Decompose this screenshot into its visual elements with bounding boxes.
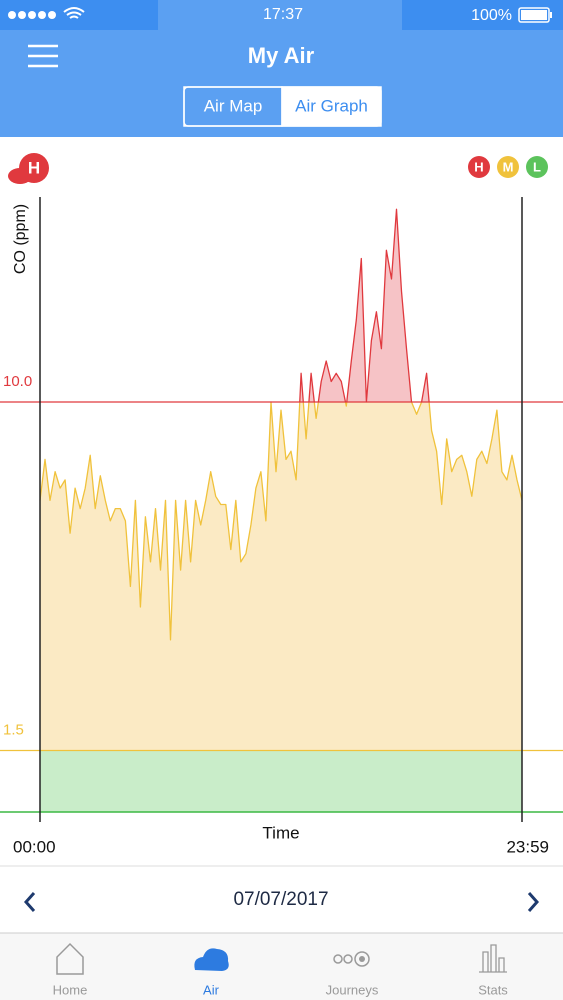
nav-item[interactable]: Air (194, 948, 229, 997)
y-axis-label: CO (ppm) (12, 204, 29, 274)
battery-icon (518, 7, 552, 23)
legend-label: L (533, 159, 541, 174)
legend-label: M (503, 159, 514, 174)
legend-badge (468, 156, 490, 178)
journey-dot (354, 951, 370, 967)
co-area (40, 402, 522, 751)
segment-tab-label: Air Map (204, 96, 263, 115)
stats-icon (479, 944, 507, 973)
page-title: My Air (248, 43, 315, 68)
nav-label: Stats (478, 982, 508, 997)
nav-item[interactable]: Home (53, 942, 88, 997)
nav-item[interactable]: Stats (478, 944, 508, 997)
nav-label: Journeys (326, 982, 379, 997)
nav-item[interactable]: Journeys (326, 951, 379, 997)
wifi-icon (63, 7, 85, 19)
legend-label: H (474, 159, 483, 174)
home-icon (56, 942, 84, 975)
journey-dot (359, 956, 365, 962)
tab-bar (0, 933, 563, 1000)
co-area (271, 209, 430, 402)
menu-button[interactable] (28, 44, 58, 68)
nav-label: Air (203, 982, 220, 997)
segment-border (183, 86, 382, 127)
status-time: 17:37 (263, 6, 303, 23)
co-area (40, 750, 522, 812)
next-day[interactable] (527, 892, 540, 912)
x-end-label: 23:59 (506, 837, 549, 856)
legend-badge (497, 156, 519, 178)
date-label: 07/07/2017 (233, 889, 328, 910)
level-badge (19, 153, 49, 183)
status-left (0, 0, 158, 30)
legend-badge (526, 156, 548, 178)
journey-dot (333, 954, 343, 964)
y-tick-label: 10.0 (3, 373, 32, 390)
level-badge-label: H (28, 158, 40, 177)
nav-label: Home (53, 982, 88, 997)
co-line (39, 402, 523, 641)
battery-text: 100% (471, 7, 512, 24)
y-tick-label: 1.5 (3, 721, 24, 738)
cloud-icon (194, 948, 229, 971)
x-axis-label: Time (262, 823, 299, 842)
signal-dots (8, 11, 56, 19)
prev-day[interactable] (23, 892, 36, 912)
segment-tab-label: Air Graph (295, 96, 368, 115)
x-start-label: 00:00 (13, 837, 56, 856)
journey-dot (343, 954, 353, 964)
